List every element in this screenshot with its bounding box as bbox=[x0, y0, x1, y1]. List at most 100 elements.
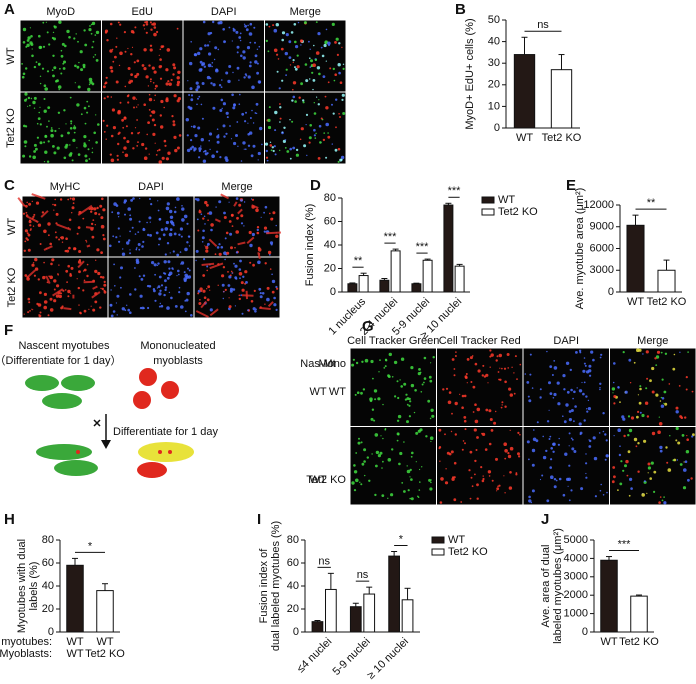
image-texture bbox=[279, 103, 281, 105]
image-texture bbox=[461, 394, 465, 398]
image-texture bbox=[333, 79, 336, 82]
image-texture bbox=[570, 388, 573, 392]
image-texture bbox=[129, 249, 131, 251]
image-texture bbox=[470, 381, 473, 383]
image-texture bbox=[606, 491, 608, 494]
image-texture bbox=[31, 193, 46, 200]
image-texture bbox=[59, 67, 61, 70]
image-texture bbox=[339, 116, 341, 118]
image-texture bbox=[403, 490, 406, 493]
image-cell bbox=[107, 195, 195, 258]
image-cell bbox=[609, 347, 696, 427]
row-label: Tet2 KO bbox=[5, 108, 17, 148]
image-texture bbox=[31, 263, 35, 267]
image-texture bbox=[351, 363, 355, 367]
image-texture bbox=[129, 293, 132, 296]
image-texture bbox=[53, 66, 57, 70]
image-texture bbox=[83, 135, 87, 139]
image-texture bbox=[22, 154, 26, 158]
image-texture bbox=[163, 272, 165, 275]
image-texture bbox=[439, 460, 441, 462]
image-texture bbox=[256, 226, 260, 229]
image-texture bbox=[284, 51, 288, 56]
image-texture bbox=[342, 63, 345, 65]
image-texture bbox=[459, 393, 461, 395]
image-texture bbox=[138, 248, 141, 251]
image-texture bbox=[130, 30, 134, 34]
image-texture bbox=[53, 25, 56, 28]
image-texture bbox=[24, 229, 28, 233]
image-texture bbox=[185, 118, 189, 122]
image-texture bbox=[455, 351, 457, 353]
image-texture bbox=[423, 381, 425, 384]
image-texture bbox=[86, 274, 89, 278]
image-texture bbox=[337, 62, 341, 67]
image-texture bbox=[240, 222, 244, 225]
image-texture bbox=[95, 141, 98, 144]
image-texture bbox=[304, 63, 308, 66]
image-texture bbox=[274, 110, 278, 115]
image-texture bbox=[154, 273, 157, 276]
image-texture bbox=[31, 48, 33, 50]
image-texture bbox=[112, 126, 116, 130]
bar bbox=[443, 204, 454, 293]
image-texture bbox=[228, 65, 232, 68]
image-texture bbox=[39, 75, 42, 78]
image-texture bbox=[179, 251, 182, 253]
image-texture bbox=[267, 301, 274, 308]
image-texture bbox=[223, 216, 227, 219]
image-texture bbox=[102, 208, 106, 212]
image-texture bbox=[109, 49, 113, 53]
image-texture bbox=[264, 142, 269, 146]
image-texture bbox=[415, 461, 417, 463]
image-texture bbox=[116, 294, 120, 298]
image-texture bbox=[160, 65, 163, 67]
image-texture bbox=[257, 80, 262, 84]
image-texture bbox=[99, 306, 102, 309]
image-texture bbox=[675, 410, 679, 414]
image-texture bbox=[29, 104, 31, 107]
image-texture bbox=[128, 81, 132, 84]
image-texture bbox=[25, 204, 28, 208]
image-texture bbox=[178, 286, 181, 289]
image-texture bbox=[148, 216, 152, 220]
image-texture bbox=[73, 37, 76, 40]
image-texture bbox=[406, 397, 410, 401]
column-header: Cell Tracker Green bbox=[347, 335, 439, 347]
image-texture bbox=[141, 306, 145, 310]
image-texture bbox=[38, 314, 42, 318]
image-texture bbox=[156, 149, 159, 152]
image-texture bbox=[62, 62, 65, 65]
image-texture bbox=[151, 261, 155, 265]
image-texture bbox=[94, 269, 98, 274]
image-texture bbox=[216, 135, 220, 139]
image-texture bbox=[233, 141, 237, 146]
image-texture bbox=[172, 224, 175, 227]
image-texture bbox=[463, 419, 467, 423]
image-texture bbox=[219, 20, 223, 25]
image-texture bbox=[266, 286, 270, 290]
image-texture bbox=[604, 458, 607, 461]
image-texture bbox=[292, 59, 295, 62]
image-texture bbox=[659, 400, 662, 402]
image-texture bbox=[499, 367, 501, 369]
image-texture bbox=[24, 240, 27, 243]
image-texture bbox=[340, 158, 343, 161]
image-texture bbox=[665, 446, 668, 449]
image-cell bbox=[101, 19, 184, 93]
image-texture bbox=[137, 141, 139, 144]
image-texture bbox=[55, 236, 58, 239]
image-texture bbox=[115, 80, 119, 84]
y-tick-label: 20 bbox=[324, 262, 336, 274]
image-texture bbox=[173, 135, 177, 139]
significance-label: *** bbox=[448, 185, 462, 197]
image-texture bbox=[71, 206, 75, 210]
image-texture bbox=[501, 401, 504, 404]
image-texture bbox=[266, 231, 281, 235]
image-texture bbox=[602, 430, 605, 433]
image-texture bbox=[47, 222, 51, 226]
image-texture bbox=[611, 480, 615, 484]
image-texture bbox=[362, 388, 366, 391]
significance-label: *** bbox=[416, 241, 430, 253]
image-texture bbox=[622, 417, 626, 421]
